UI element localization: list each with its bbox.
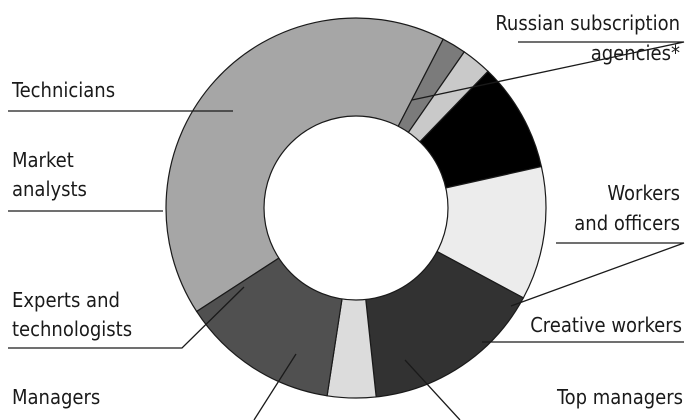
label-experts-line-2: technologists (12, 317, 132, 341)
label-russian-line-1: Russian subscription (495, 11, 680, 35)
leader-line-workers (510, 242, 685, 307)
label-workers-line-2: and officers (574, 211, 680, 235)
slice-labels: Russian subscription agencies* Workers and … (11, 11, 683, 409)
label-technicians: Technicians (11, 78, 115, 102)
label-managers: Managers (12, 385, 100, 409)
label-russian-line-2: agencies* (591, 41, 680, 65)
label-workers-line-1: Workers (607, 181, 680, 205)
label-creative: Creative workers (530, 313, 682, 337)
leader-line-russian (411, 41, 685, 101)
leader-line-experts (8, 286, 245, 349)
label-market-line-1: Market (12, 148, 74, 172)
leader-line-managers (253, 353, 297, 420)
label-experts-line-1: Experts and (12, 288, 120, 312)
donut-hole (263, 115, 449, 301)
leader-line-top (404, 359, 461, 420)
label-market-line-2: analysts (12, 177, 87, 201)
leader-lines (8, 41, 685, 420)
label-top: Top managers (556, 385, 683, 409)
